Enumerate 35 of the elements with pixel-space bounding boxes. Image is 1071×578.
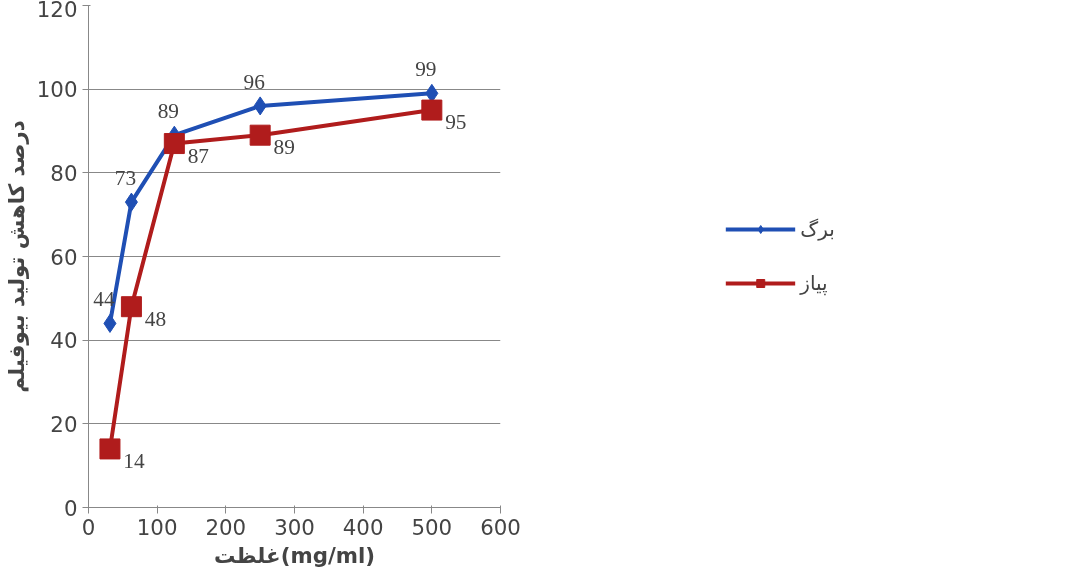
data-label: 89 xyxy=(157,99,179,124)
y-tick-label: 80 xyxy=(50,160,78,186)
legend-label: برگ xyxy=(800,217,835,241)
x-tick-label: 300 xyxy=(274,514,315,540)
point xyxy=(124,192,138,212)
data-label: 14 xyxy=(123,448,145,473)
point xyxy=(249,124,271,146)
x-tick-label: 0 xyxy=(81,514,96,540)
legend-label: پیاز xyxy=(800,271,828,295)
y-tick-label: 120 xyxy=(36,0,78,22)
y-tick-label: 20 xyxy=(50,411,78,437)
x-axis-title: غلظت(mg/ml) xyxy=(214,542,375,568)
y-axis-title: درصد کاهش تولید بیوفیلم xyxy=(3,120,29,393)
y-tick-label: 100 xyxy=(36,77,78,103)
data-label: 89 xyxy=(273,135,295,160)
x-tick-label: 600 xyxy=(480,514,521,540)
data-label: 87 xyxy=(187,143,210,168)
data-label: 99 xyxy=(415,57,437,82)
point xyxy=(103,313,117,333)
data-label: 95 xyxy=(445,110,467,135)
x-tick-label: 500 xyxy=(411,514,453,540)
point xyxy=(163,133,185,155)
point xyxy=(99,438,121,460)
y-tick-label: 40 xyxy=(50,328,78,354)
point xyxy=(421,99,443,121)
point xyxy=(120,296,142,318)
data-label: 96 xyxy=(243,69,266,94)
data-label: 48 xyxy=(144,306,167,331)
x-tick-label: 200 xyxy=(205,514,247,540)
point xyxy=(253,96,267,116)
x-tick-label: 400 xyxy=(342,514,384,540)
y-tick-label: 60 xyxy=(50,244,78,270)
x-tick-label: 100 xyxy=(136,514,178,540)
data-label: 73 xyxy=(114,166,137,191)
y-tick-label: 0 xyxy=(63,495,78,521)
